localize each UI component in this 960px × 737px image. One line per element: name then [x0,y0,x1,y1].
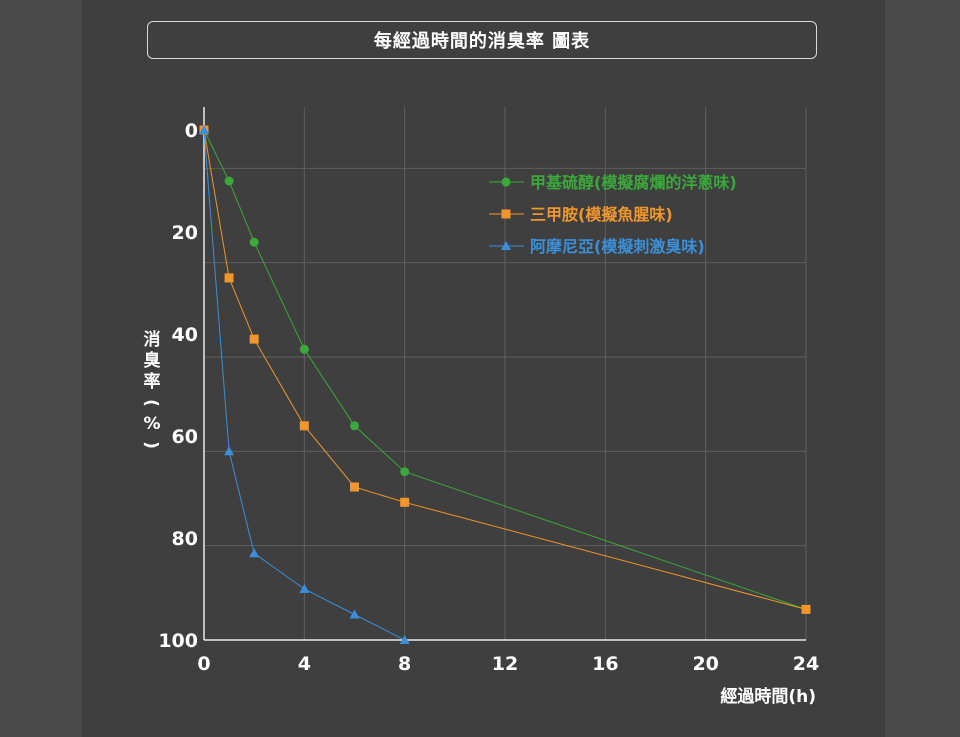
legend-label: 三甲胺(模擬魚腥味) [530,205,673,224]
x-tick-label: 16 [592,653,618,675]
y-tick-label: 0 [185,120,198,142]
data-point [224,273,234,283]
x-axis-label: 經過時間(h) [720,686,816,707]
axes [203,107,806,641]
y-tick-label: 80 [172,528,198,550]
x-tick-label: 20 [692,653,718,675]
y-axis-label-char: 率 [144,371,161,392]
legend-marker [501,177,511,187]
legend-item: 甲基硫醇(模擬腐爛的洋蔥味) [489,173,737,192]
y-axis-label: 消臭率 (%) [141,329,161,449]
legend-marker [501,241,511,250]
x-tick-label: 0 [197,653,210,675]
data-point [350,482,359,492]
y-axis-label-char: 臭 [144,350,161,371]
data-point [249,548,260,558]
chart-title: 每經過時間的消臭率 圖表 [147,21,817,59]
chart-panel [82,0,885,737]
data-point [299,344,309,354]
x-tick-label: 24 [793,653,819,675]
grid-lines [204,107,807,640]
series-group [199,125,811,644]
legend: 甲基硫醇(模擬腐爛的洋蔥味) 三甲胺(模擬魚腥味) 阿摩尼亞(模擬刺激臭味) [489,173,737,256]
x-tick-label: 12 [492,653,518,675]
data-point [399,635,410,644]
x-tick-label: 4 [298,653,311,675]
data-point [400,467,410,477]
series-line [203,129,405,641]
tick-labels: 0 4 8 12 16 20 24 0 20 40 60 80 100 [158,120,819,675]
y-axis-label-char: ( [141,399,161,407]
legend-item: 三甲胺(模擬魚腥味) [489,205,673,224]
data-point [249,237,259,247]
y-tick-label: 100 [158,630,198,652]
data-point [199,125,209,134]
legend-marker [501,209,511,219]
data-point [224,176,234,186]
legend-item: 阿摩尼亞(模擬刺激臭味) [489,237,705,256]
x-tick-label: 8 [398,653,411,675]
series-triangle [199,125,410,644]
y-tick-label: 40 [172,324,198,346]
data-point [299,421,309,431]
legend-label: 阿摩尼亞(模擬刺激臭味) [530,237,705,256]
y-axis-label-char: 消 [144,329,161,350]
legend-label: 甲基硫醇(模擬腐爛的洋蔥味) [530,173,737,192]
y-tick-label: 60 [172,426,198,448]
data-point [349,609,360,619]
data-point [249,334,259,344]
data-point [801,604,811,614]
y-axis-label-char: % [143,414,160,434]
data-point [350,421,359,431]
y-axis-label-char: ) [141,441,161,449]
data-point [299,584,310,593]
y-tick-label: 20 [172,222,198,244]
data-point [400,497,410,507]
data-point [224,446,235,456]
